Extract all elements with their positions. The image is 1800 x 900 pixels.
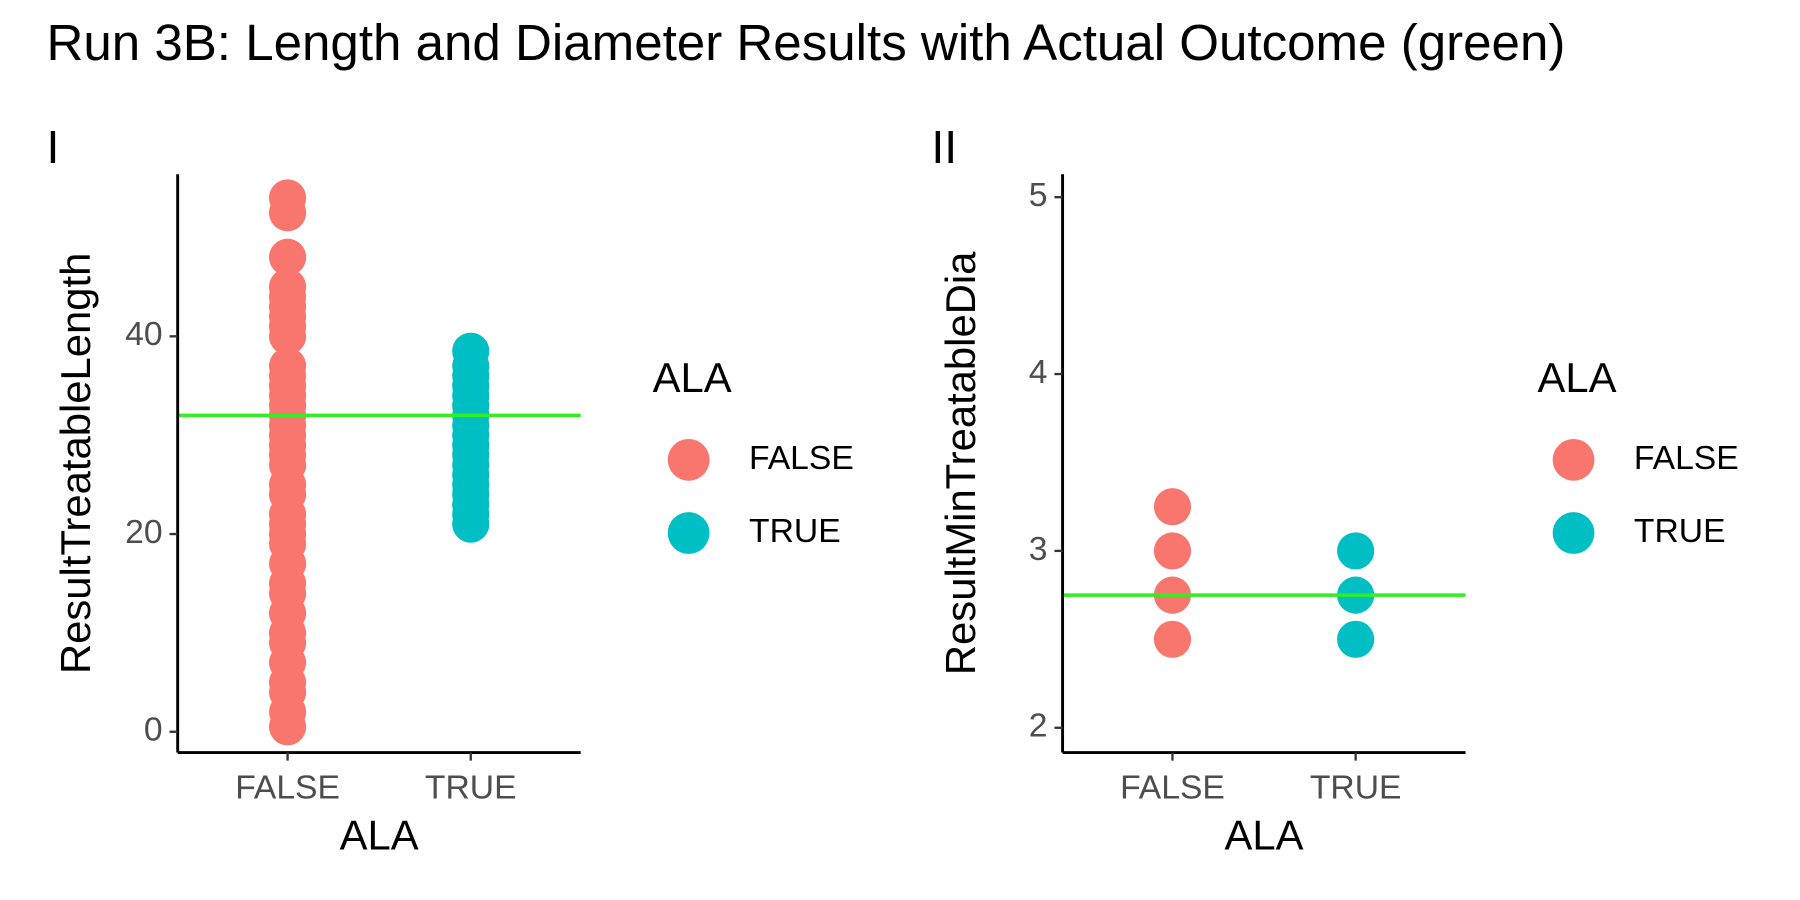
chart-title: Run 3B: Length and Diameter Results with… — [46, 14, 1565, 71]
y-tick-label: 40 — [125, 316, 162, 353]
point — [268, 268, 307, 306]
y-tick-label: 3 — [1029, 531, 1048, 568]
point — [1337, 532, 1375, 570]
legend-label: TRUE — [1634, 513, 1726, 550]
point — [268, 347, 307, 385]
point — [1153, 620, 1192, 658]
x-tick-label: TRUE — [425, 770, 517, 807]
point — [268, 238, 307, 276]
y-tick-label: 4 — [1029, 354, 1048, 391]
x-tick-label: FALSE — [1120, 770, 1225, 807]
legend-key — [667, 512, 710, 554]
legend-key — [1552, 438, 1595, 481]
y-tick-label: 20 — [125, 514, 162, 551]
point — [1153, 532, 1192, 570]
legend-title: ALA — [1538, 354, 1617, 401]
legend-label: FALSE — [749, 440, 854, 477]
x-tick-label: FALSE — [235, 770, 340, 807]
y-tick-label: 2 — [1029, 708, 1048, 745]
panel-tag: II — [931, 121, 957, 173]
legend-key — [667, 438, 710, 481]
x-axis-title: ALA — [1225, 811, 1304, 858]
legend-label: TRUE — [749, 513, 841, 550]
x-axis-title: ALA — [340, 811, 419, 858]
y-tick-label: 0 — [144, 712, 163, 749]
point — [268, 179, 307, 217]
point — [1337, 620, 1375, 658]
x-tick-label: TRUE — [1310, 770, 1402, 807]
point — [1153, 488, 1192, 526]
y-axis-title: ResultMinTreatableDia — [937, 251, 984, 675]
legend-key — [1552, 512, 1595, 554]
legend-title: ALA — [653, 354, 732, 401]
y-axis-title: ResultTreatableLength — [52, 253, 99, 674]
legend-label: FALSE — [1634, 440, 1739, 477]
point — [452, 332, 490, 370]
y-tick-label: 5 — [1029, 177, 1048, 214]
panel-tag: I — [46, 121, 59, 173]
